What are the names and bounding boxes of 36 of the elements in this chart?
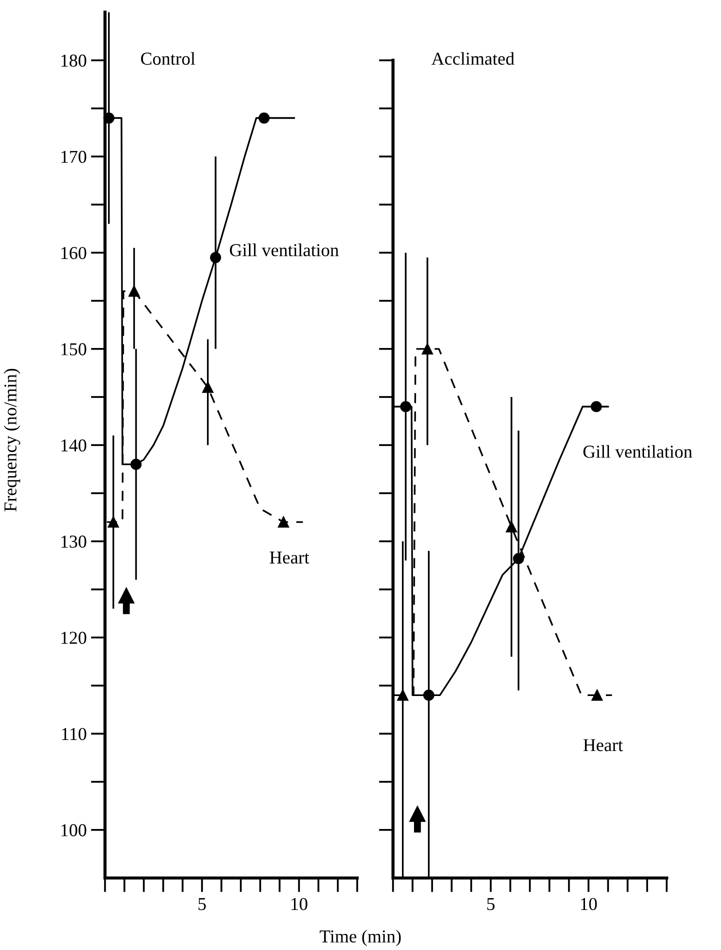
point <box>400 401 412 412</box>
y-tick-label: 170 <box>61 150 86 163</box>
text: Heart <box>583 739 623 752</box>
x-tick-label: 10 <box>292 898 308 910</box>
x-axis-title: Time (min) <box>320 930 401 946</box>
y-tick-label: 130 <box>61 536 86 548</box>
point <box>397 690 408 701</box>
point <box>130 458 142 470</box>
x-tick-label: 5 <box>198 898 206 910</box>
y-tick-label: 100 <box>61 824 86 836</box>
point <box>258 112 270 124</box>
x-tick-label: 10 <box>581 898 597 910</box>
point <box>108 516 119 528</box>
y-tick-label: 110 <box>62 728 86 740</box>
x-tick-label: 5 <box>487 898 495 910</box>
y-tick-label: 180 <box>61 54 86 67</box>
point <box>128 286 140 297</box>
point <box>506 521 518 532</box>
point <box>422 343 433 354</box>
y-tick-label: 140 <box>61 439 86 452</box>
y-axis-title: Frequency (no/min) <box>4 368 20 512</box>
y-tick-label: 160 <box>61 246 86 260</box>
series-label: Heart <box>270 552 310 564</box>
chart-title: Acclimated <box>431 52 514 65</box>
series-label: Gill ventilation <box>583 445 692 458</box>
point <box>592 690 603 701</box>
text: Control <box>141 52 196 65</box>
point <box>512 553 524 564</box>
point <box>590 401 602 412</box>
y-tick-label: 150 <box>61 343 86 356</box>
point <box>423 690 434 701</box>
legend-label: Gill ventilation <box>230 244 339 256</box>
point <box>210 252 222 264</box>
y-tick-label: 120 <box>61 632 86 644</box>
point <box>202 382 214 393</box>
point <box>278 516 290 528</box>
